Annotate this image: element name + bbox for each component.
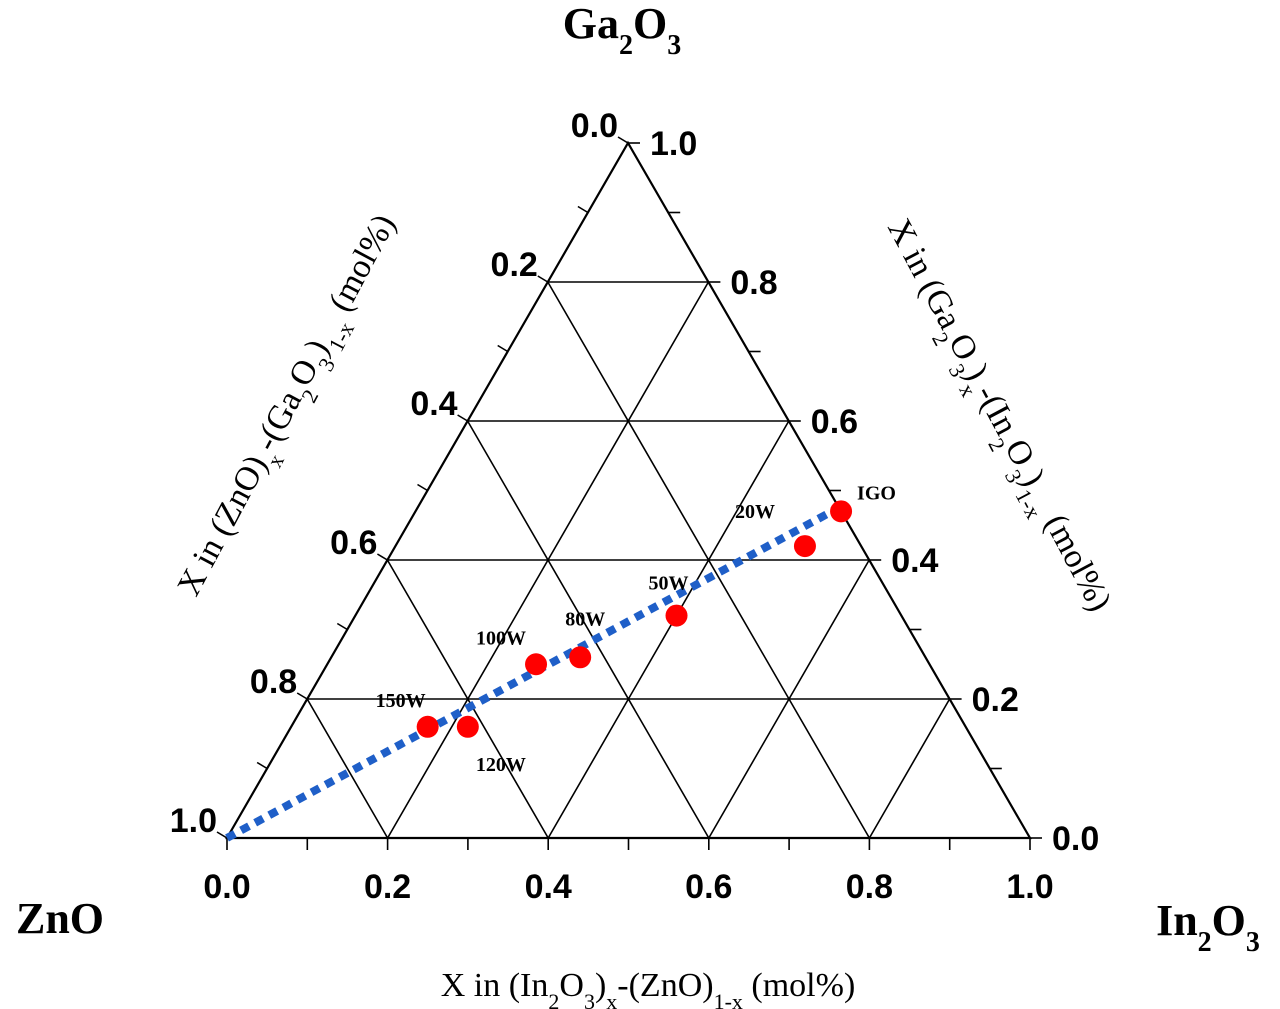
data-point-50w <box>665 604 688 627</box>
labels: 0.0 0.2 0.4 0.6 0.8 1.0 0.0 0.2 0.4 0.6 0.8 1.0 1.0 0… <box>16 0 1260 1009</box>
grid-line-zn <box>306 698 389 839</box>
point-label-50w: 50W <box>649 573 689 595</box>
grid-line-in <box>868 698 951 839</box>
corner-label-zno: ZnO <box>16 894 104 943</box>
point-label-150w: 150W <box>376 690 426 712</box>
left-tick-label: 1.0 <box>170 802 217 840</box>
right-tick-label: 0.0 <box>1052 820 1099 858</box>
trend-line-layer <box>225 500 847 842</box>
corner-label-ga2o3: Ga2O3 <box>563 0 681 61</box>
bottom-tick-label: 1.0 <box>1006 868 1053 906</box>
grid-layer <box>306 281 951 839</box>
left-tick-mark <box>336 622 348 631</box>
left-tick-label: 0.8 <box>250 663 297 701</box>
data-point-igo <box>830 500 853 523</box>
point-label-igo: IGO <box>857 482 896 504</box>
grid-line-zn <box>466 420 710 839</box>
bottom-axis-title: X in (In2O3)x-(ZnO)1-x (mol%) <box>441 967 856 1009</box>
point-label-100w: 100W <box>476 627 526 649</box>
grid-line-in <box>708 559 870 839</box>
left-tick-mark <box>256 761 268 770</box>
left-tick-mark <box>617 136 629 144</box>
data-point-100w <box>525 653 548 676</box>
right-tick-label: 0.2 <box>972 681 1019 719</box>
left-tick-mark <box>216 831 228 839</box>
data-point-80w <box>569 646 592 669</box>
left-tick-mark <box>577 205 589 214</box>
left-tick-mark <box>417 483 428 492</box>
data-points <box>416 500 853 738</box>
right-tick-label: 0.8 <box>730 264 777 302</box>
left-tick-mark <box>376 553 388 561</box>
data-point-20w <box>793 535 816 558</box>
point-label-20w: 20W <box>735 501 775 523</box>
bottom-tick-label: 0.6 <box>685 868 732 906</box>
data-point-120w <box>456 715 479 738</box>
corner-label-in2o3: In2O3 <box>1156 896 1260 958</box>
left-tick-label: 0.0 <box>571 107 618 145</box>
trend-line <box>225 500 847 842</box>
left-tick-mark <box>537 275 549 283</box>
left-tick-label: 0.2 <box>491 246 538 284</box>
grid-line-zn <box>386 559 549 839</box>
right-tick-label: 0.6 <box>811 403 858 441</box>
point-label-120w: 120W <box>476 754 526 776</box>
left-tick-label: 0.6 <box>330 524 377 562</box>
right-tick-label: 1.0 <box>650 125 697 163</box>
left-tick-mark <box>497 344 509 353</box>
right-tick-label: 0.4 <box>891 542 938 580</box>
axis-ticks <box>216 136 1042 850</box>
bottom-tick-label: 0.8 <box>846 868 893 906</box>
bottom-tick-label: 0.0 <box>203 868 250 906</box>
bottom-tick-label: 0.2 <box>364 868 411 906</box>
left-tick-mark <box>457 414 469 422</box>
point-label-80w: 80W <box>565 608 605 630</box>
left-tick-mark <box>296 692 308 700</box>
left-tick-label: 0.4 <box>410 385 457 423</box>
grid-line-in <box>547 420 790 839</box>
bottom-tick-label: 0.4 <box>525 868 572 906</box>
data-point-150w <box>416 715 439 738</box>
